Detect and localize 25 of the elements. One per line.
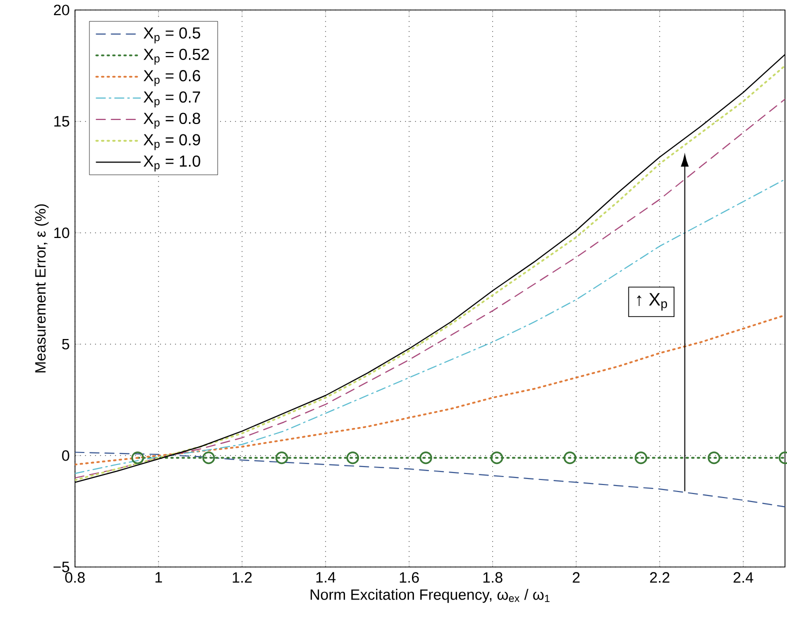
legend-label: X$_{p}$ = 0.7 [144,91,200,108]
x-tick-label: 2.2 [650,572,670,583]
x-tick-label: 2.4 [734,572,754,583]
x-axis-title: Norm Excitation Frequency, ω$_{ex}$ / ω$_{1}$ [310,588,550,603]
legend-label: X$_{p}$ = 0.8 [144,112,200,129]
x-tick-label: 0.8 [65,572,85,583]
y-tick-label: 10 [54,228,70,238]
x-tick-label: 2 [572,572,580,583]
legend-label: X$_{p}$ = 0.5 [144,27,200,44]
y-tick-label: 5 [62,338,70,350]
x-tick-label: 1.2 [232,572,252,583]
annotation: ↑ X$_{p}$ [637,293,668,311]
x-tick-label: 1 [156,572,162,582]
legend-label: X$_{p}$ = 0.9 [144,134,200,150]
y-tick-label: 20 [54,4,70,16]
y-axis-title: Measurement Error, ε (%) [34,204,49,372]
legend-label: X$_{p}$ = 0.6 [144,70,200,86]
legend-label: X$_{p}$ = 1.0 [144,155,200,172]
y-tick-label: 15 [54,116,70,127]
y-tick-label: −5 [54,562,70,572]
x-tick-label: 1.8 [483,572,502,583]
x-tick-label: 1.6 [400,572,419,583]
legend-label: X$_{p}$ = 0.52 [144,48,209,65]
y-tick-label: 0 [62,450,70,461]
x-tick-label: 1.4 [316,572,336,582]
